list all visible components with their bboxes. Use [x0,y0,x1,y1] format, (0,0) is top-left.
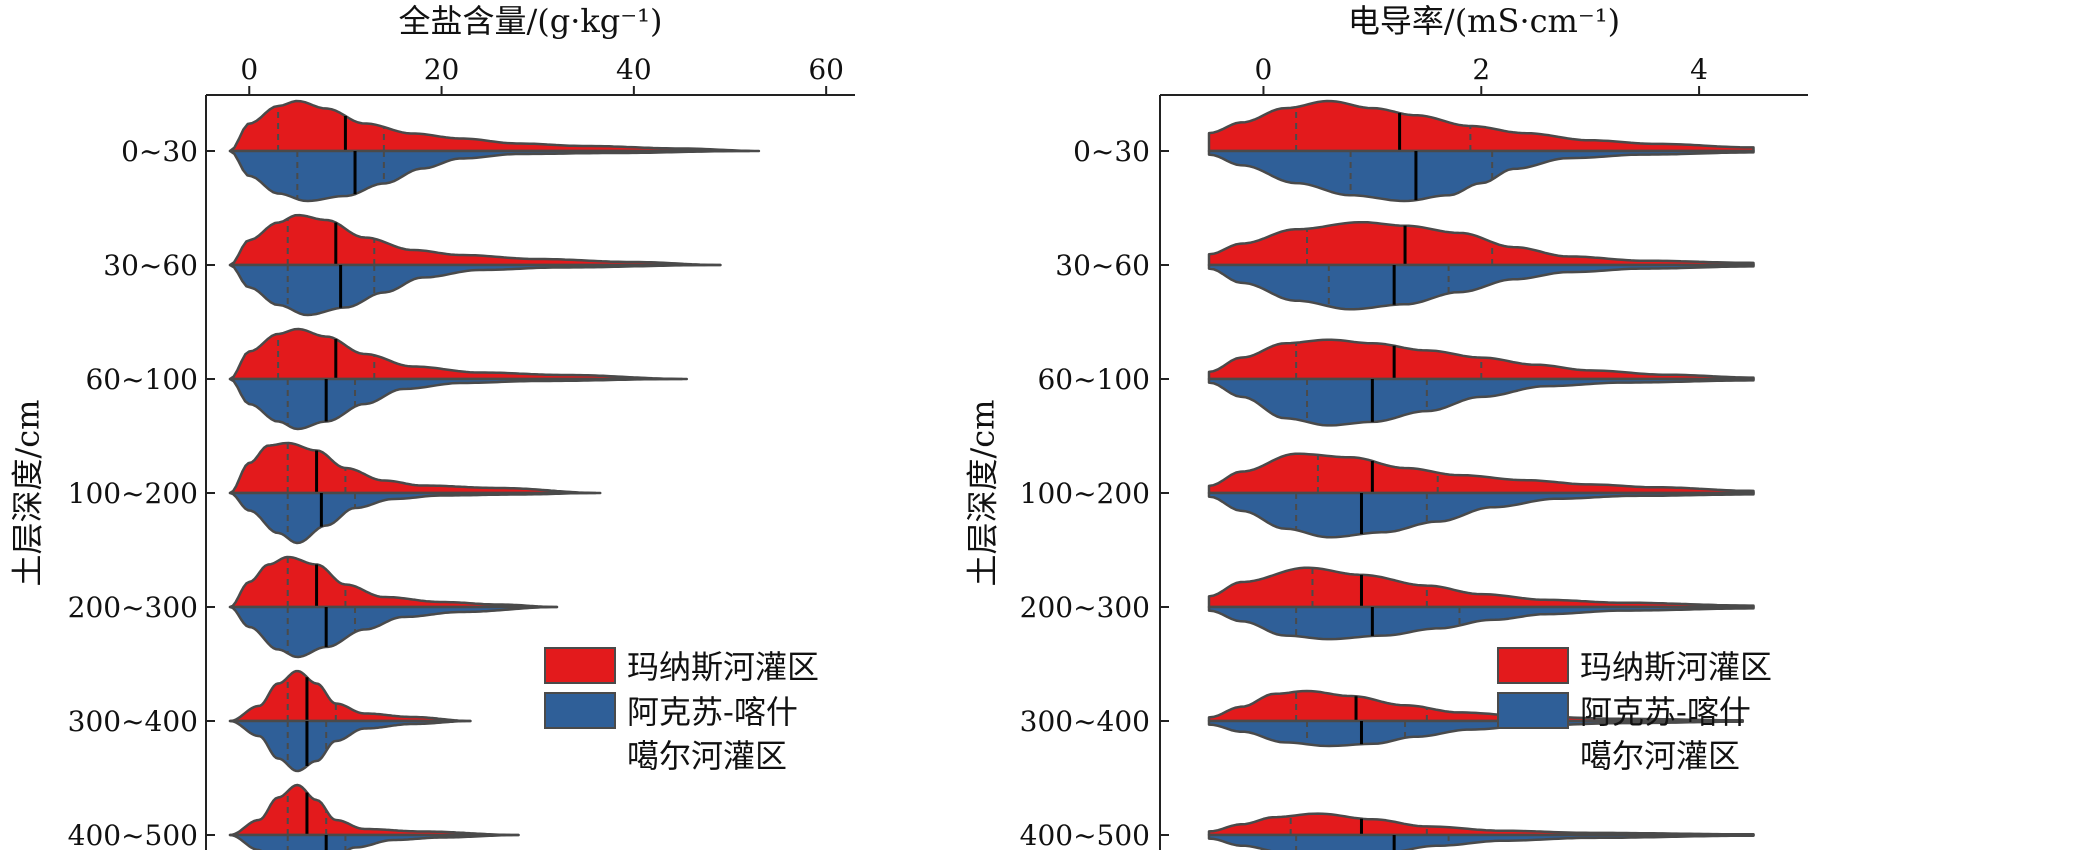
x-tick-label: 40 [616,53,652,86]
violin-half-red [1207,566,1755,609]
legend-label-line2: 噶尔河灌区 [1580,737,1740,775]
salt-content-violin-panel: 0 20 40 60 全盐含量/(g·kg⁻¹) 土层深度/cm 0~30 30~60 60~1… [9,2,855,850]
y-tick-label: 0~30 [121,135,198,168]
violin-half-red [228,555,559,609]
violin-half-red [1207,452,1755,495]
violin-half-blue [228,149,751,203]
violin-half-red [228,783,520,837]
violin-half-blue [228,491,597,545]
legend-swatch [544,692,616,729]
legend-label: 阿克苏-喀什 [1580,693,1751,731]
y-tick-label: 200~300 [68,591,198,624]
violin-half-red [228,441,602,495]
violin-half-red [1207,689,1744,723]
y-tick-label: 30~60 [103,249,198,282]
violin-half-red [228,99,761,153]
violin-half-blue [1207,377,1755,427]
legend-label: 玛纳斯河灌区 [627,648,819,686]
y-tick-label: 200~300 [1020,591,1150,624]
violin-half-blue [1207,833,1755,850]
x-tick-label: 0 [1255,53,1273,86]
violin-half-blue [228,719,472,773]
violin-half-blue [1207,491,1755,539]
y-tick-label: 60~100 [1037,363,1150,396]
conductivity-violin-panel: 0 2 4 电导率/(mS·cm⁻¹) 土层深度/cm 0~30 30~60 60~100 10… [964,2,1808,850]
y-tick-label: 300~400 [1020,705,1150,738]
x-tick-label: 60 [808,53,844,86]
y-tick-label: 30~60 [1055,249,1150,282]
violin-half-blue [1207,605,1755,641]
violin-half-red [228,327,688,381]
y-tick-label: 0~30 [1073,135,1150,168]
violin-half-blue [1207,719,1744,748]
x-axis-title: 电导率/(mS·cm⁻¹) [1348,2,1620,40]
x-tick-label: 4 [1690,53,1708,86]
y-tick-label: 100~200 [68,477,198,510]
y-axis-title: 土层深度/cm [964,399,1002,586]
legend-label: 玛纳斯河灌区 [1580,648,1772,686]
x-tick-label: 20 [424,53,460,86]
legend-swatch [1497,692,1569,729]
violin-half-red [1207,220,1755,267]
violin-half-blue [228,605,559,659]
x-tick-label: 2 [1472,53,1490,86]
violin-half-red [228,213,722,267]
y-axis-title: 土层深度/cm [9,399,47,586]
violin-half-blue [228,833,520,850]
violin-half-blue [1207,263,1755,311]
legend-swatch [1497,647,1569,684]
violin-half-red [228,669,472,723]
violin-half-blue [1207,149,1755,203]
y-tick-label: 400~500 [1020,819,1150,850]
x-tick-label: 0 [240,53,258,86]
legend-label: 阿克苏-喀什 [627,693,798,731]
y-tick-label: 100~200 [1020,477,1150,510]
legend-swatch [544,647,616,684]
violin-half-blue [228,377,684,431]
y-tick-label: 400~500 [68,819,198,850]
y-tick-label: 300~400 [68,705,198,738]
legend-label-line2: 噶尔河灌区 [627,737,787,775]
y-tick-label: 60~100 [85,363,198,396]
violin-half-red [1207,812,1755,837]
violin-half-red [1207,99,1755,153]
x-axis-title: 全盐含量/(g·kg⁻¹) [398,2,662,40]
violin-half-red [1207,338,1755,381]
violin-half-blue [228,263,722,317]
